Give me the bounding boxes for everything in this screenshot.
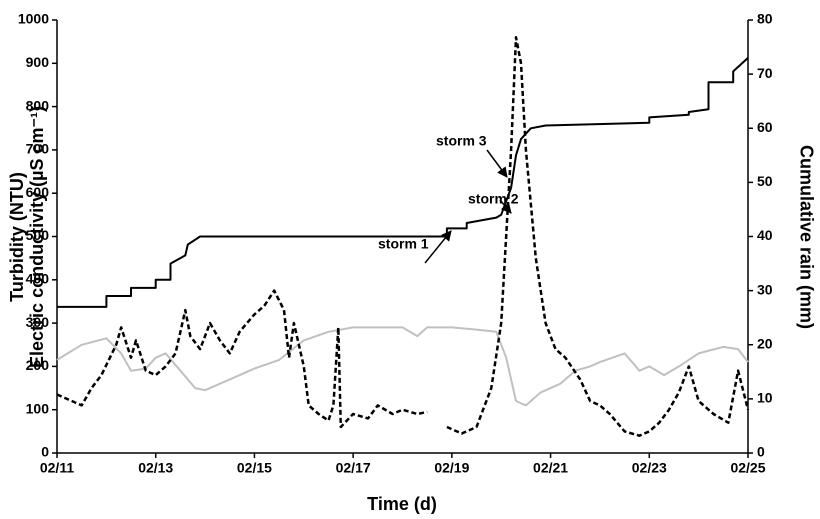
- x-tick-label: 02/13: [138, 460, 173, 476]
- y-tick-label: 300: [26, 314, 50, 330]
- x-tick-label: 02/23: [632, 460, 667, 476]
- y-tick-label: 200: [26, 357, 50, 373]
- y-tick-label: 1000: [18, 11, 49, 27]
- y-tick-label: 100: [26, 400, 50, 416]
- x-tick-label: 02/17: [336, 460, 371, 476]
- x-tick-label: 02/19: [434, 460, 469, 476]
- data-line: [57, 57, 749, 308]
- y-axis-title: Electric conductivity (µS cm⁻¹): [27, 106, 47, 368]
- y-axis-title: Turbidity (NTU): [7, 172, 27, 302]
- y2-tick-label: 40: [757, 227, 773, 243]
- y2-tick-label: 50: [757, 173, 773, 189]
- y2-tick-label: 60: [757, 119, 773, 135]
- y-tick-label: 600: [26, 184, 50, 200]
- y-tick-label: 900: [26, 54, 50, 70]
- y2-tick-label: 80: [757, 11, 773, 27]
- y2-tick-label: 0: [757, 444, 765, 460]
- annotation: storm 3: [436, 133, 487, 149]
- y-tick-label: 0: [41, 444, 49, 460]
- data-line: [56, 36, 750, 437]
- y-tick-label: 700: [26, 141, 50, 157]
- annotation: storm 1: [378, 236, 429, 252]
- x-tick-label: 02/15: [237, 460, 272, 476]
- y-tick-label: 500: [26, 227, 50, 243]
- y-tick-label: 400: [26, 271, 50, 287]
- y2-tick-label: 20: [757, 335, 773, 351]
- y-tick-label: 800: [26, 97, 50, 113]
- annotation-arrow: [499, 199, 512, 214]
- y2-axis-title: Cumulative rain (mm): [796, 145, 816, 329]
- y2-tick-label: 70: [757, 65, 773, 81]
- y2-tick-label: 10: [757, 390, 773, 406]
- annotation-arrow: [486, 149, 508, 178]
- x-tick-label: 02/25: [730, 460, 765, 476]
- data-line: [56, 326, 749, 407]
- x-tick-label: 02/21: [533, 460, 568, 476]
- x-tick-label: 02/11: [40, 460, 74, 476]
- annotation: storm 2: [468, 191, 519, 207]
- y2-tick-label: 30: [757, 281, 773, 297]
- x-axis-title: Time (d): [367, 494, 437, 514]
